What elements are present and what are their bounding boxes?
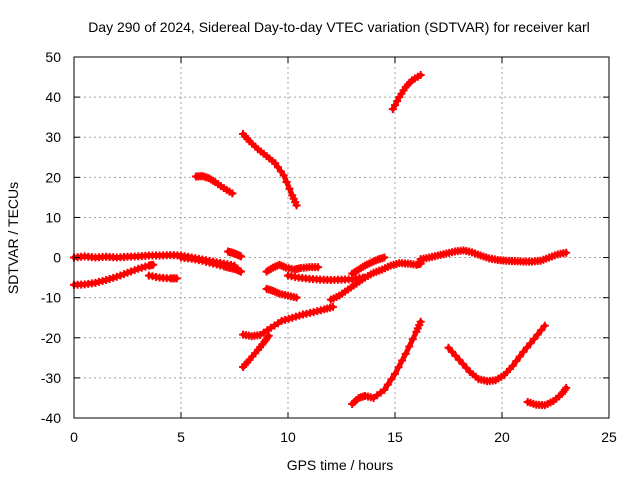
y-tick-label: 50	[45, 49, 61, 65]
data-point	[279, 171, 288, 180]
data-point	[391, 101, 399, 110]
data-series-group	[70, 71, 571, 410]
series-s09	[239, 302, 337, 341]
series-s13	[326, 259, 425, 304]
data-point	[149, 260, 158, 269]
data-point	[444, 343, 453, 352]
data-point	[388, 105, 397, 114]
data-point	[236, 252, 245, 261]
y-tick-label: -30	[41, 370, 61, 386]
series-line	[240, 131, 300, 208]
y-axis-label: SDTVAR / TECUs	[5, 182, 21, 294]
data-point	[537, 326, 546, 335]
y-tick-label: -20	[41, 330, 61, 346]
y-tick-label: -40	[41, 410, 61, 426]
x-tick-label: 15	[387, 429, 403, 445]
data-point	[530, 334, 539, 343]
data-point	[462, 363, 471, 372]
data-point	[271, 159, 280, 168]
data-point	[380, 385, 389, 394]
data-point	[408, 335, 417, 344]
series-s02	[70, 260, 158, 289]
data-point	[405, 342, 414, 351]
y-tick-label: 40	[45, 89, 61, 105]
x-tick-label: 10	[280, 429, 296, 445]
y-tick-label: -10	[41, 290, 61, 306]
x-tick-label: 0	[70, 429, 78, 445]
data-point	[416, 317, 425, 326]
data-point	[416, 71, 425, 80]
y-tick-labels: -40 -30 -20 -10 0 10 20 30 40 50	[41, 49, 61, 426]
series-s16	[388, 71, 425, 114]
data-point	[394, 363, 403, 372]
y-tick-label: 30	[45, 129, 61, 145]
x-tick-label: 5	[177, 429, 185, 445]
x-tick-label: 20	[494, 429, 510, 445]
data-point	[276, 167, 285, 176]
series-s15	[416, 246, 571, 266]
data-point	[519, 347, 528, 356]
y-tick-label: 20	[45, 169, 61, 185]
x-axis-label: GPS time / hours	[287, 457, 394, 473]
data-point	[515, 352, 524, 361]
series-s18	[444, 321, 549, 386]
series-s10	[262, 260, 322, 276]
data-point	[512, 357, 521, 366]
data-point	[292, 293, 301, 302]
series-s07	[239, 130, 301, 210]
series-s04	[177, 253, 245, 276]
data-point	[455, 355, 464, 364]
data-point	[387, 375, 396, 384]
series-s11	[262, 284, 301, 302]
data-point	[508, 361, 517, 370]
series-s14	[348, 253, 389, 278]
chart-title: Day 290 of 2024, Sidereal Day-to-day VTE…	[88, 19, 590, 35]
y-tick-label: 0	[53, 250, 61, 266]
plot-frame	[73, 56, 610, 419]
data-point	[328, 302, 337, 311]
data-point	[274, 163, 283, 172]
data-point	[458, 359, 467, 368]
data-point	[451, 351, 460, 360]
data-point	[526, 339, 535, 348]
series-line	[446, 323, 548, 384]
data-point	[540, 321, 549, 330]
axis-ticks	[73, 56, 610, 419]
data-point	[562, 383, 571, 392]
series-s03	[144, 271, 181, 283]
x-tick-label: 25	[601, 429, 617, 445]
data-point	[562, 248, 571, 257]
data-point	[398, 356, 407, 365]
data-point	[380, 253, 389, 262]
y-tick-label: 10	[45, 209, 61, 225]
data-point	[448, 347, 457, 356]
data-point	[401, 349, 410, 358]
series-s08	[239, 331, 273, 372]
data-point	[228, 189, 237, 198]
data-point	[172, 274, 181, 283]
data-point	[282, 178, 291, 187]
data-point	[313, 263, 322, 272]
series-s12	[284, 271, 367, 285]
series-line	[349, 319, 424, 407]
grid	[74, 57, 609, 418]
data-point	[533, 330, 542, 339]
series-s06	[191, 172, 237, 198]
x-tick-labels: 0 5 10 15 20 25	[70, 429, 617, 445]
data-point	[391, 369, 399, 378]
data-point	[522, 343, 531, 352]
data-point	[264, 331, 273, 340]
series-s17	[348, 317, 425, 408]
data-point	[236, 267, 245, 276]
data-point	[393, 97, 402, 106]
data-point	[383, 380, 392, 389]
data-point	[292, 201, 301, 210]
series-s05	[224, 247, 245, 261]
series-s19	[523, 383, 571, 410]
data-point	[285, 184, 294, 193]
